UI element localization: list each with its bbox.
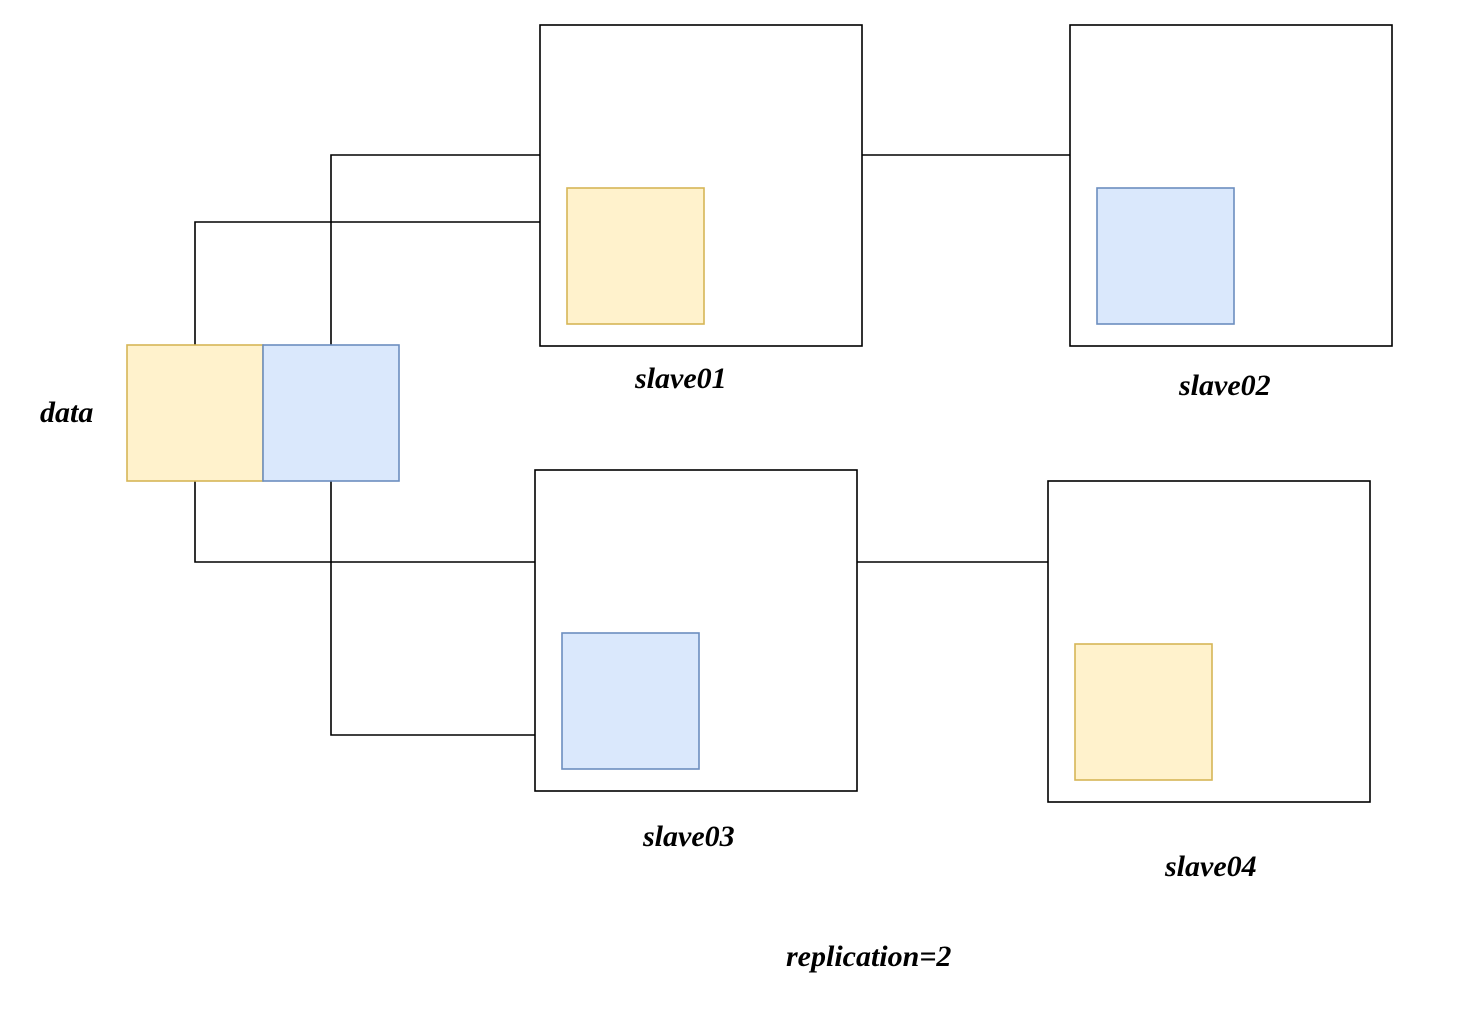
data-block-yellow bbox=[126, 344, 264, 482]
label-slave03: slave03 bbox=[642, 820, 735, 853]
node-slave03 bbox=[534, 469, 858, 792]
connector-blue-to-slave01 bbox=[330, 154, 540, 345]
node-slave01 bbox=[539, 24, 863, 347]
label-replication: replication=2 bbox=[786, 940, 951, 973]
label-slave02: slave02 bbox=[1178, 369, 1271, 402]
label-slave01: slave01 bbox=[634, 362, 727, 395]
node-slave02 bbox=[1069, 24, 1393, 347]
slave03-block-blue bbox=[561, 632, 700, 770]
slave01-block-yellow bbox=[566, 187, 705, 325]
connector-yellow-to-slave03 bbox=[194, 481, 535, 563]
data-block-blue bbox=[262, 344, 400, 482]
connector-yellow-to-slave01 bbox=[194, 221, 540, 345]
data-blocks bbox=[126, 344, 400, 482]
connectors bbox=[194, 154, 1070, 736]
slave04-block-yellow bbox=[1074, 643, 1213, 781]
node-slave04 bbox=[1047, 480, 1371, 803]
slave02-block-blue bbox=[1096, 187, 1235, 325]
labels: data slave01 slave02 slave03 slave04 rep… bbox=[40, 362, 1271, 973]
label-data: data bbox=[40, 396, 93, 429]
connector-blue-to-slave03 bbox=[330, 481, 535, 736]
label-slave04: slave04 bbox=[1164, 850, 1257, 883]
